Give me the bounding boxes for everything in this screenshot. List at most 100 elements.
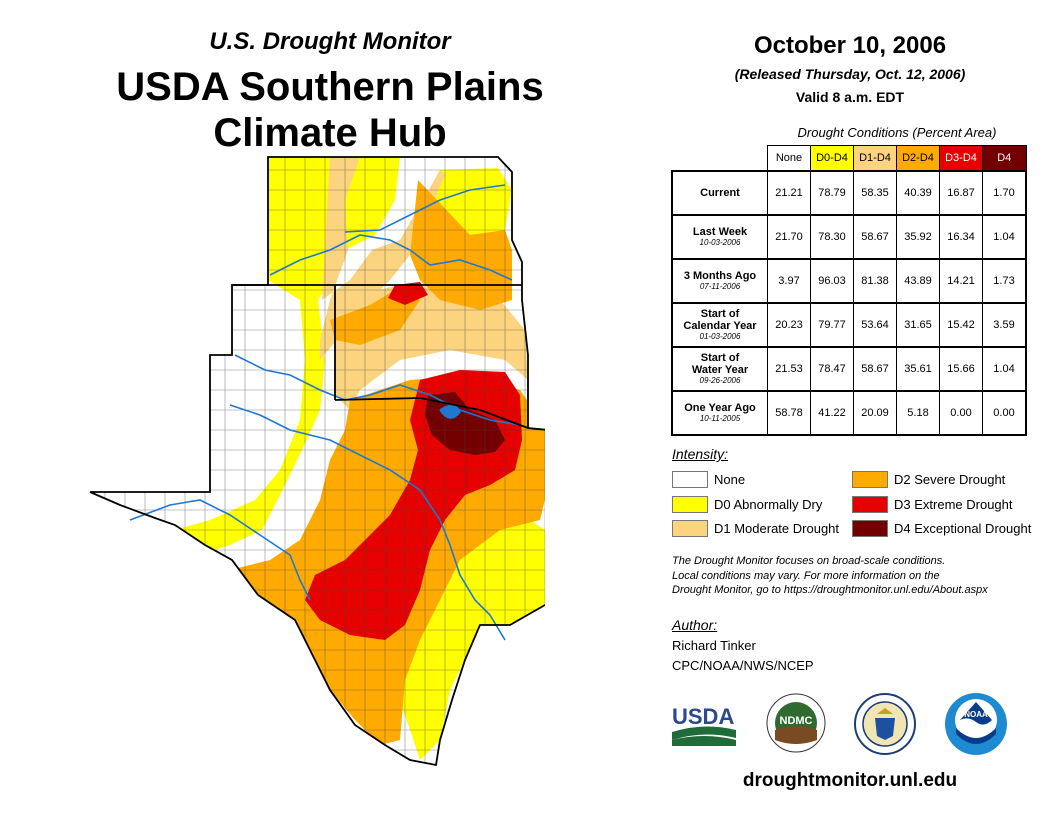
svg-text:NDMC: NDMC (780, 715, 813, 727)
table-cell: 78.47 (810, 346, 854, 392)
table-cell: 5.18 (896, 390, 940, 436)
map-date: October 10, 2006 (753, 32, 947, 59)
table-cell: 40.39 (896, 170, 940, 216)
table-cell: 58.35 (853, 170, 897, 216)
col-header-none: None (767, 145, 811, 172)
area-d2-kansas (410, 180, 512, 310)
table-cell: 16.34 (939, 214, 983, 260)
table-cell: 16.87 (939, 170, 983, 216)
legend-item-d3: D3 Extreme Drought (852, 496, 1013, 513)
legend-item-none: None (672, 471, 745, 488)
table-cell: 81.38 (853, 258, 897, 304)
legend-swatch (852, 496, 888, 513)
usda-logo: USDA (672, 704, 736, 746)
legend-swatch (672, 471, 708, 488)
legend-swatch (852, 471, 888, 488)
legend-title: Intensity: (672, 446, 729, 462)
table-cell: 53.64 (853, 302, 897, 348)
row-label: 3 Months Ago 07-11-2006 (671, 258, 768, 304)
table-row: Current 21.21 78.79 58.35 40.39 16.87 1.… (671, 170, 1027, 216)
svg-text:USDA: USDA (672, 704, 734, 729)
author-label: Author: (672, 617, 718, 633)
table-corner (672, 146, 768, 172)
row-label: Start of Water Year 09-26-2006 (671, 346, 768, 392)
rivers (129, 184, 521, 641)
legend-swatch (672, 496, 708, 513)
disclaimer-note: The Drought Monitor focuses on broad-sca… (672, 555, 988, 596)
table-row: Start of Calendar Year 01-03-2006 20.23 79… (671, 302, 1027, 348)
legend-swatch (672, 520, 708, 537)
table-row: Start of Water Year 09-26-2006 21.53 78.47… (671, 346, 1027, 392)
svg-text:NOAA: NOAA (964, 710, 988, 719)
row-label: One Year Ago 10-11-2005 (671, 390, 768, 436)
area-d3-kansas (388, 282, 428, 305)
table-cell: 96.03 (810, 258, 854, 304)
table-cell: 21.21 (767, 170, 811, 216)
map-title-line3: Climate Hub (213, 111, 447, 155)
legend-swatch (852, 520, 888, 537)
noaa-logo: NOAA (945, 693, 1007, 755)
row-label: Start of Calendar Year 01-03-2006 (671, 302, 768, 348)
map-title-line2: USDA Southern Plains (116, 65, 544, 109)
table-cell: 58.67 (853, 214, 897, 260)
legend-item-d4: D4 Exceptional Drought (852, 520, 1031, 537)
table-cell: 1.73 (982, 258, 1027, 304)
table-cell: 58.78 (767, 390, 811, 436)
table-cell: 58.67 (853, 346, 897, 392)
author-name: Richard Tinker (672, 638, 756, 653)
table-row: 3 Months Ago 07-11-2006 3.97 96.03 81.38 … (671, 258, 1027, 304)
table-cell: 1.04 (982, 346, 1027, 392)
table-cell: 35.92 (896, 214, 940, 260)
state-borders (232, 284, 529, 429)
table-cell: 3.59 (982, 302, 1027, 348)
table-header-row: None D0-D4 D1-D4 D2-D4 D3-D4 D4 (672, 145, 1027, 172)
valid-time: Valid 8 a.m. EDT (795, 89, 905, 105)
table-cell: 1.04 (982, 214, 1027, 260)
area-d0-east-texas (400, 520, 545, 760)
area-d2-ok-panhandle (330, 290, 420, 345)
row-label: Last Week 10-03-2006 (671, 214, 768, 260)
table-cell: 21.53 (767, 346, 811, 392)
table-cell: 14.21 (939, 258, 983, 304)
map-title-line1: U.S. Drought Monitor (209, 28, 451, 55)
table-cell: 41.22 (810, 390, 854, 436)
table-cell: 78.79 (810, 170, 854, 216)
table-row: One Year Ago 10-11-2005 58.78 41.22 20.09… (671, 390, 1027, 436)
table-cell: 15.42 (939, 302, 983, 348)
map-title: USDA Southern Plains Climate Hub (60, 64, 600, 156)
table-cell: 20.23 (767, 302, 811, 348)
table-cell: 0.00 (939, 390, 983, 436)
legend-item-d0: D0 Abnormally Dry (672, 496, 822, 513)
table-cell: 20.09 (853, 390, 897, 436)
legend-item-d2: D2 Severe Drought (852, 471, 1005, 488)
drought-stats-table: None D0-D4 D1-D4 D2-D4 D3-D4 D4 Current … (671, 145, 1027, 436)
commerce-seal-logo (854, 693, 916, 755)
ndmc-logo: NDMC (766, 693, 826, 753)
area-d0-west (120, 157, 355, 560)
row-label: Current (671, 170, 768, 216)
table-cell: 79.77 (810, 302, 854, 348)
table-cell: 1.70 (982, 170, 1027, 216)
col-header-d2-d4: D2-D4 (896, 145, 940, 172)
table-cell: 15.66 (939, 346, 983, 392)
table-cell: 0.00 (982, 390, 1027, 436)
col-header-d4: D4 (982, 145, 1027, 172)
table-caption: Drought Conditions (Percent Area) (797, 125, 997, 140)
drought-areas (90, 157, 545, 765)
col-header-d1-d4: D1-D4 (853, 145, 897, 172)
drought-map (89, 156, 545, 767)
table-cell: 31.65 (896, 302, 940, 348)
table-cell: 3.97 (767, 258, 811, 304)
footer-url[interactable]: droughtmonitor.unl.edu (742, 770, 958, 791)
col-header-d3-d4: D3-D4 (939, 145, 983, 172)
author-org: CPC/NOAA/NWS/NCEP (672, 658, 814, 673)
table-row: Last Week 10-03-2006 21.70 78.30 58.67 35… (671, 214, 1027, 260)
release-date: (Released Thursday, Oct. 12, 2006) (734, 66, 966, 82)
table-cell: 35.61 (896, 346, 940, 392)
state-outline (89, 156, 545, 767)
table-cell: 43.89 (896, 258, 940, 304)
col-header-d0-d4: D0-D4 (810, 145, 854, 172)
table-cell: 78.30 (810, 214, 854, 260)
legend-item-d1: D1 Moderate Drought (672, 520, 839, 537)
table-cell: 21.70 (767, 214, 811, 260)
